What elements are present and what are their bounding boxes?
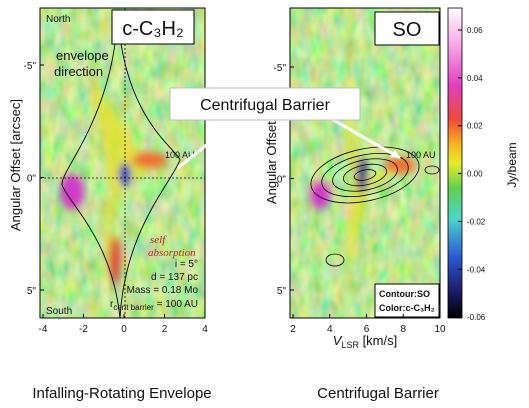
y-tick-label: 0" [277, 175, 287, 186]
callout-label: Centrifugal Barrier [200, 97, 331, 114]
x-tick-label: 4 [327, 324, 333, 335]
x-tick-label: 0 [121, 324, 127, 335]
x-label-unit: [km/s] [359, 333, 397, 348]
molecule-label: SO [393, 19, 422, 41]
x-tick-label: 4 [202, 324, 208, 335]
y-tick-label: -5" [274, 63, 287, 74]
x-tick-label: -4 [39, 324, 48, 335]
y-tick-label: -5" [24, 61, 37, 72]
colorbar-tick-label: 0.06 [467, 26, 483, 35]
scale-label: 100 AU [406, 150, 436, 160]
x-tick-label: -2 [79, 324, 88, 335]
y-tick-label: 5" [277, 286, 287, 297]
x-tick-label: 2 [162, 324, 168, 335]
colorbar-tick-label: -0.04 [467, 265, 486, 274]
x-tick-label: 10 [434, 324, 446, 335]
radius-rest: = 100 AU [154, 299, 198, 310]
y-axis-label: Angular Offset [arcsec] [8, 99, 23, 231]
colorbar-tick-label: -0.06 [467, 313, 486, 322]
x-tick-label: 2 [290, 324, 296, 335]
y-tick-label: 5" [27, 286, 37, 297]
caption: Infalling-Rotating Envelope [32, 385, 211, 402]
x-tick-label: 8 [400, 324, 406, 335]
param: Mass = 0.18 Mo [127, 285, 199, 296]
colorbar-tick-label: 0.04 [467, 74, 483, 83]
right-map [290, 8, 440, 318]
caption: Centrifugal Barrier [317, 385, 439, 402]
x-axis-label: VLSR [km/s] [333, 333, 397, 350]
param: d = 137 pc [151, 272, 198, 283]
colorbar-tick-label: -0.02 [467, 217, 486, 226]
x-tick-label: 6 [364, 324, 370, 335]
colorbar [448, 8, 462, 318]
legend-contour: Contour:SO [379, 289, 430, 299]
envelope-label: envelope [56, 48, 109, 63]
colorbar-tick-label: 0.02 [467, 122, 483, 131]
molecule-label: c-C₃H₂ [122, 18, 183, 40]
self-absorption: absorption [148, 247, 196, 259]
north-label: North [46, 14, 70, 25]
self-absorption: self [150, 234, 167, 246]
y-tick-label: 0" [27, 174, 37, 185]
figure: c-C₃H₂ North South envelope direction 10… [0, 0, 529, 408]
colorbar-label: Jy/beam [505, 142, 519, 187]
x-label-subscript: LSR [341, 340, 359, 350]
south-label: South [46, 306, 72, 317]
param: i = 5° [175, 259, 198, 270]
radius-subscript: cent barrier [113, 303, 154, 312]
colorbar-tick-label: 0.00 [467, 170, 483, 179]
legend-color: Color:c-C₃H₂ [379, 303, 435, 313]
envelope-label: direction [54, 64, 103, 79]
